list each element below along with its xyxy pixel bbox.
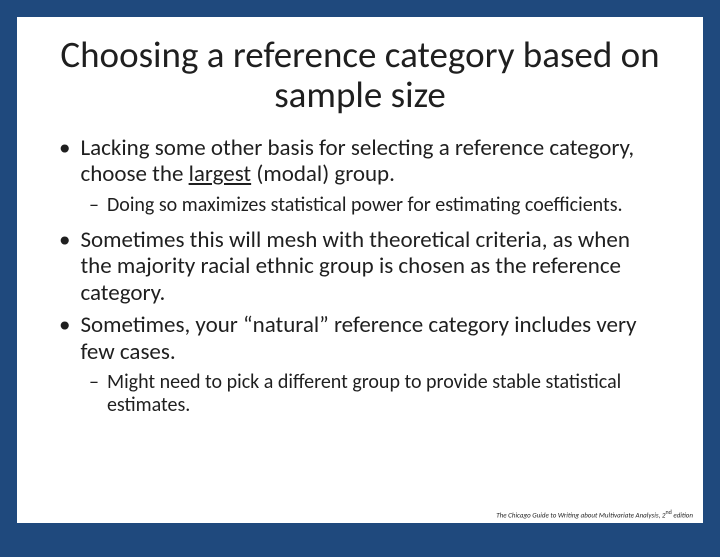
bullet-text: Sometimes, your “natural” reference cate… bbox=[80, 312, 665, 365]
bullet-marker: • bbox=[59, 312, 70, 365]
bullet-text: Sometimes this will mesh with theoretica… bbox=[80, 227, 665, 306]
bullet-text: Doing so maximizes statistical power for… bbox=[107, 194, 623, 217]
bullet-text: Lacking some other basis for selecting a… bbox=[80, 135, 665, 188]
bullet-marker: • bbox=[59, 135, 70, 188]
bullet-item: • Sometimes, your “natural” reference ca… bbox=[55, 312, 665, 365]
slide-title: Choosing a reference category based on s… bbox=[55, 35, 665, 115]
bullet-marker: • bbox=[59, 227, 70, 306]
bullet-marker: – bbox=[89, 371, 99, 417]
underlined-word: largest bbox=[189, 160, 252, 188]
bullet-item: – Doing so maximizes statistical power f… bbox=[55, 194, 665, 217]
slide-container: Choosing a reference category based on s… bbox=[17, 17, 703, 523]
bullet-item: • Lacking some other basis for selecting… bbox=[55, 135, 665, 188]
bullet-item: • Sometimes this will mesh with theoreti… bbox=[55, 227, 665, 306]
bullet-text: Might need to pick a different group to … bbox=[107, 371, 665, 417]
bullet-item: – Might need to pick a different group t… bbox=[55, 371, 665, 417]
bullet-marker: – bbox=[89, 194, 99, 217]
footer-citation: The Chicago Guide to Writing about Multi… bbox=[496, 508, 693, 519]
